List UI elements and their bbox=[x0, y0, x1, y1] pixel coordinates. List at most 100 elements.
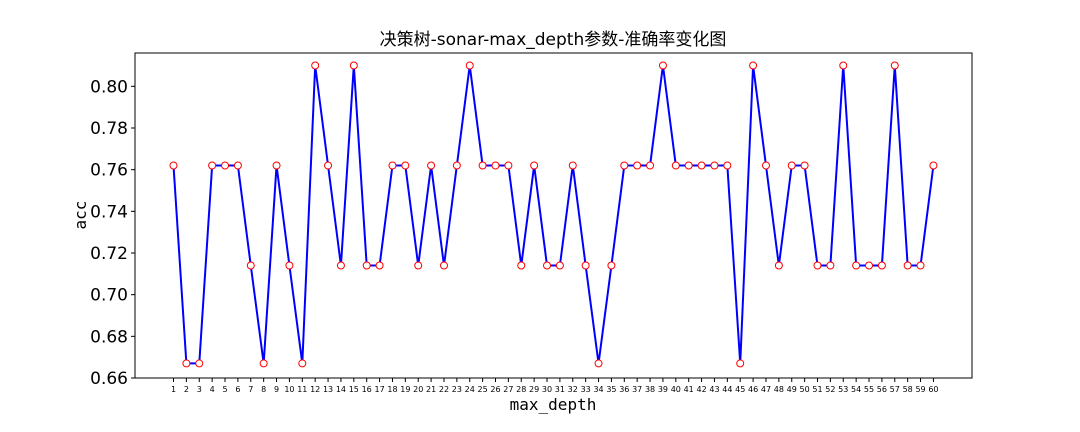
data-point bbox=[452, 161, 461, 170]
data-point bbox=[877, 261, 886, 270]
data-point bbox=[388, 161, 397, 170]
data-point bbox=[530, 161, 539, 170]
data-point bbox=[414, 261, 423, 270]
y-tick-label: 0.66 bbox=[90, 369, 128, 389]
data-point bbox=[865, 261, 874, 270]
data-point bbox=[774, 261, 783, 270]
plot-area bbox=[134, 52, 973, 379]
data-point bbox=[427, 161, 436, 170]
data-point bbox=[813, 261, 822, 270]
data-point bbox=[607, 261, 616, 270]
data-point bbox=[543, 261, 552, 270]
y-axis: 0.66 0.68 0.70 0.72 0.74 0.76 0.78 0.80 bbox=[90, 77, 135, 389]
x-tick-label: 57 bbox=[890, 385, 900, 394]
data-point bbox=[233, 161, 242, 170]
x-tick-label: 37 bbox=[632, 385, 642, 394]
x-tick-label: 29 bbox=[529, 385, 539, 394]
data-point bbox=[671, 161, 680, 170]
data-point bbox=[169, 161, 178, 170]
data-point bbox=[246, 261, 255, 270]
data-point bbox=[439, 261, 448, 270]
data-point bbox=[929, 161, 938, 170]
data-point bbox=[375, 261, 384, 270]
x-axis-label: max_depth bbox=[510, 395, 597, 414]
x-tick-label: 19 bbox=[400, 385, 410, 394]
x-tick-label: 8 bbox=[261, 385, 266, 394]
data-point bbox=[581, 261, 590, 270]
data-point bbox=[723, 161, 732, 170]
x-tick-label: 6 bbox=[235, 385, 240, 394]
y-tick-label: 0.78 bbox=[90, 119, 128, 139]
x-tick-label: 18 bbox=[387, 385, 397, 394]
x-tick-label: 25 bbox=[478, 385, 488, 394]
data-point bbox=[890, 61, 899, 70]
data-point bbox=[787, 161, 796, 170]
x-tick-label: 28 bbox=[516, 385, 526, 394]
x-tick-label: 12 bbox=[310, 385, 320, 394]
x-tick-label: 54 bbox=[851, 385, 861, 394]
x-tick-label: 24 bbox=[465, 385, 475, 394]
chart-title: 决策树-sonar-max_depth参数-准确率变化图 bbox=[380, 30, 727, 50]
x-tick-label: 20 bbox=[413, 385, 423, 394]
x-tick-label: 59 bbox=[915, 385, 925, 394]
data-point bbox=[259, 359, 268, 368]
x-tick-label: 32 bbox=[568, 385, 578, 394]
data-point bbox=[285, 261, 294, 270]
x-tick-label: 15 bbox=[349, 385, 359, 394]
x-tick-label: 11 bbox=[297, 385, 307, 394]
x-tick-label: 10 bbox=[284, 385, 294, 394]
data-point bbox=[324, 161, 333, 170]
x-tick-label: 34 bbox=[593, 385, 603, 394]
data-point bbox=[633, 161, 642, 170]
data-point bbox=[826, 261, 835, 270]
x-tick-label: 36 bbox=[619, 385, 629, 394]
data-point bbox=[761, 161, 770, 170]
x-tick-label: 46 bbox=[748, 385, 758, 394]
x-tick-label: 22 bbox=[439, 385, 449, 394]
x-tick-label: 7 bbox=[248, 385, 253, 394]
data-point bbox=[478, 161, 487, 170]
x-tick-label: 50 bbox=[800, 385, 810, 394]
data-point bbox=[195, 359, 204, 368]
x-tick-label: 44 bbox=[722, 385, 732, 394]
x-tick-label: 53 bbox=[838, 385, 848, 394]
data-point bbox=[362, 261, 371, 270]
x-tick-label: 60 bbox=[928, 385, 938, 394]
data-point bbox=[555, 261, 564, 270]
data-point bbox=[852, 261, 861, 270]
x-tick-label: 52 bbox=[825, 385, 835, 394]
x-tick-label: 2 bbox=[184, 385, 189, 394]
x-tick-label: 5 bbox=[222, 385, 227, 394]
data-point bbox=[465, 61, 474, 70]
data-point bbox=[916, 261, 925, 270]
x-tick-label: 55 bbox=[864, 385, 874, 394]
data-point bbox=[568, 161, 577, 170]
data-point bbox=[800, 161, 809, 170]
x-tick-label: 43 bbox=[709, 385, 719, 394]
x-tick-label: 13 bbox=[323, 385, 333, 394]
x-tick-label: 17 bbox=[374, 385, 384, 394]
x-tick-label: 49 bbox=[787, 385, 797, 394]
data-point bbox=[697, 161, 706, 170]
y-tick-label: 0.76 bbox=[90, 161, 128, 181]
data-point bbox=[903, 261, 912, 270]
data-point bbox=[710, 161, 719, 170]
x-tick-label: 58 bbox=[903, 385, 913, 394]
data-point bbox=[401, 161, 410, 170]
data-point bbox=[208, 161, 217, 170]
x-tick-label: 3 bbox=[197, 385, 202, 394]
x-tick-label: 35 bbox=[606, 385, 616, 394]
x-tick-label: 39 bbox=[658, 385, 668, 394]
x-tick-label: 14 bbox=[336, 385, 346, 394]
data-point bbox=[221, 161, 230, 170]
data-point bbox=[349, 61, 358, 70]
y-tick-label: 0.70 bbox=[90, 286, 128, 306]
data-point bbox=[658, 61, 667, 70]
x-tick-label: 38 bbox=[645, 385, 655, 394]
data-point bbox=[272, 161, 281, 170]
x-tick-label: 27 bbox=[503, 385, 513, 394]
x-tick-label: 30 bbox=[542, 385, 552, 394]
x-tick-label: 47 bbox=[761, 385, 771, 394]
y-tick-label: 0.74 bbox=[90, 202, 128, 222]
